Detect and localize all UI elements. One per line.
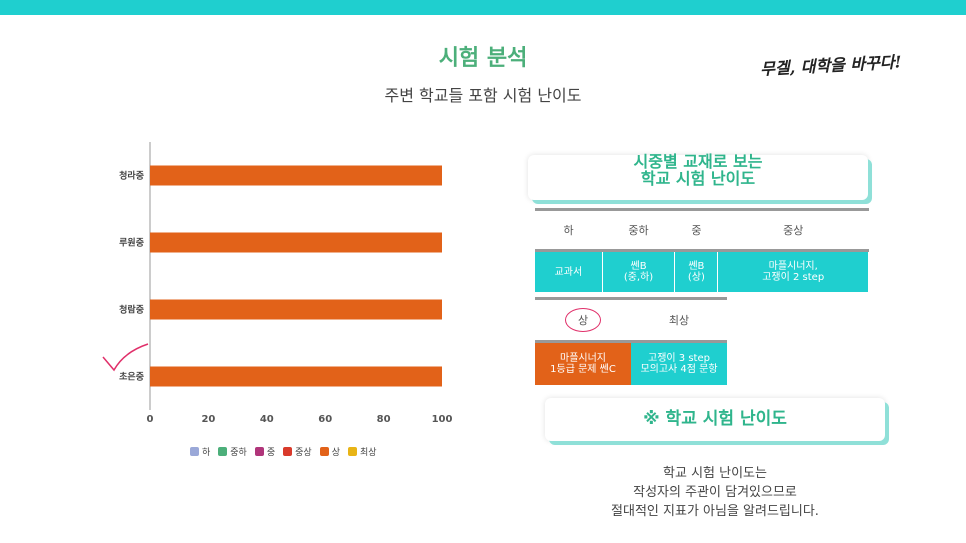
legend-item: 중상 [283,445,312,458]
header-cell: 상 [535,298,631,343]
x-tick-label: 60 [318,414,332,425]
category-label: 청라중 [119,170,144,182]
school-difficulty-card: ※ 학교 시험 난이도 [545,398,885,441]
category-label: 청람중 [119,304,144,316]
x-tick-label: 80 [377,414,391,425]
chart-legend: 하 중하 중 중상 상 최상 [190,445,377,458]
table-cell: 쎈B (중,하) [602,250,676,292]
x-tick-label: 20 [201,414,215,425]
legend-label: 최상 [359,448,377,458]
note-line: 작성자의 주관이 담겨있으므로 [633,485,797,500]
note-line: 절대적인 지표가 아님을 알려드립니다. [611,504,819,519]
legend-item: 하 [190,445,210,458]
bar [150,366,442,387]
page-title: 시험 분석 [438,46,528,71]
circled-label: 상 [564,308,602,332]
checkmark-icon [102,343,149,372]
legend-label: 하 [202,448,211,458]
legend-label: 중상 [295,448,312,458]
legend-swatch [218,447,228,456]
table-cell: 마플시너지, 고쟁이 2 step [717,250,869,292]
bar [150,299,442,320]
category-label: 초은중 [119,372,144,383]
note-line: 학교 시험 난이도는 [663,466,767,481]
legend-item: 중 [254,445,276,458]
legend-item: 상 [319,445,340,458]
textbook-table: 하 중하 중 중상 교과서 쎈B (중,하) 쎈B (상) 마플시너지, 고쟁이… [535,208,869,292]
header-cell: 중하 [602,209,675,252]
legend-label: 상 [331,448,340,458]
textbook-difficulty-card: 시중별 교재로 보는 학교 시험 난이도 [528,152,868,200]
legend-label: 중 [266,448,276,458]
x-tick-label: 40 [260,414,274,425]
legend-swatch [319,447,329,456]
header-cell: 중 [674,209,718,252]
header-cell: 중상 [717,209,869,252]
legend-label: 중하 [230,448,247,458]
legend-swatch [283,447,293,456]
table-cell: 교과서 [535,250,603,292]
card-line-2: 학교 시험 난이도 [640,169,756,188]
legend-item: 최상 [347,445,377,458]
x-tick-label: 100 [432,414,453,425]
card-line-1: 시중별 교재로 보는 [633,152,763,171]
page-subtitle: 주변 학교들 포함 시험 난이도 [384,86,582,105]
bar [150,232,442,253]
table-cell: 쎈B (상) [674,250,719,292]
bar [150,165,442,186]
top-accent-bar [0,0,966,15]
table-cell: 고쟁이 3 step 모의고사 4점 문항 [631,341,727,385]
disclaimer-note: 학교 시험 난이도는 작성자의 주관이 담겨있으므로 절대적인 지표가 아님을 … [560,464,870,521]
legend-swatch [254,447,264,456]
legend-swatch [347,447,357,456]
header-cell: 하 [535,209,603,252]
legend-item: 중하 [218,445,247,458]
textbook-table-upper-levels: 상 최상 마플시너지 1등급 문제 쎈C 고쟁이 3 step 모의고사 4점 … [535,297,727,385]
table-cell: 마플시너지 1등급 문제 쎈C [535,341,631,385]
header-cell: 최상 [631,298,727,343]
category-label: 루원중 [119,237,144,249]
legend-swatch [190,447,199,456]
x-tick-label: 0 [147,414,154,425]
